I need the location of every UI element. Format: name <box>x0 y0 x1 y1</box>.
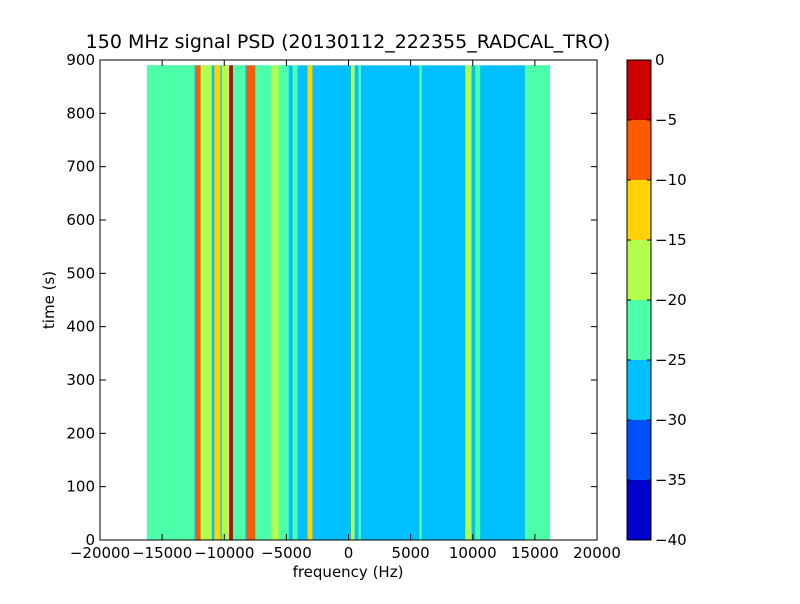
heatmap-band <box>292 65 298 540</box>
x-tick-label: −15000 <box>132 544 192 562</box>
x-tick-label: 5000 <box>392 544 430 562</box>
heatmap-band <box>475 65 481 540</box>
heatmap-band <box>232 65 246 540</box>
colorbar-tick-label: −35 <box>655 471 687 489</box>
colorbar-tick-label: −40 <box>655 531 687 549</box>
colorbar-tick-label: −20 <box>655 291 687 309</box>
x-tick-label: −5000 <box>261 544 312 562</box>
colorbar-tick-label: −15 <box>655 231 687 249</box>
heatmap-band <box>221 65 230 540</box>
x-tick-label: 10000 <box>449 544 497 562</box>
x-tick-label: −20000 <box>70 544 130 562</box>
heatmap-band <box>174 65 195 540</box>
heatmap-band <box>271 65 279 540</box>
heatmap-band <box>350 65 355 540</box>
heatmap-band <box>147 65 175 540</box>
heatmap-band <box>214 65 221 540</box>
chart-title: 150 MHz signal PSD (20130112_222355_RADC… <box>86 31 611 53</box>
heatmap-band <box>200 65 212 540</box>
heatmap-band <box>524 65 550 540</box>
y-tick-label: 700 <box>66 158 95 176</box>
x-tick-label: −10000 <box>194 544 254 562</box>
colorbar-segment <box>627 480 651 540</box>
heatmap-band <box>307 65 313 540</box>
heatmap-band <box>278 65 289 540</box>
y-tick-label: 0 <box>85 531 95 549</box>
heatmap-band <box>358 65 361 540</box>
colorbar-tick-label: −5 <box>655 111 677 129</box>
y-tick-label: 900 <box>66 51 95 69</box>
heatmap-band <box>419 65 422 540</box>
y-tick-label: 100 <box>66 478 95 496</box>
x-axis: −20000 −15000 −10000 −5000 0 5000 10000 15000 20… <box>70 60 621 562</box>
colorbar-segment <box>627 120 651 180</box>
colorbar-tick-label: −25 <box>655 351 687 369</box>
x-tick-label: 20000 <box>573 544 621 562</box>
y-tick-label: 600 <box>66 211 95 229</box>
colorbar-segment <box>627 420 651 480</box>
heatmap-band <box>195 65 201 540</box>
y-tick-label: 800 <box>66 104 95 122</box>
x-tick-label: 15000 <box>511 544 559 562</box>
y-tick-label: 200 <box>66 424 95 442</box>
colorbar: −40 −35 −30 −25 −20 −15 −10 −5 0 <box>626 51 687 549</box>
y-axis: 0 100 200 300 400 500 600 700 800 900 <box>66 51 597 549</box>
colorbar-segment <box>627 360 651 420</box>
x-tick-label: 0 <box>344 544 354 562</box>
heatmap-band <box>229 65 233 540</box>
x-axis-label: frequency (Hz) <box>293 563 404 581</box>
y-axis-label: time (s) <box>40 271 58 329</box>
colorbar-segment <box>627 180 651 240</box>
heatmap-band <box>246 65 256 540</box>
colorbar-segment <box>627 300 651 360</box>
colorbar-tick-label: −30 <box>655 411 687 429</box>
heatmap-band <box>465 65 472 540</box>
colorbar-segment <box>627 240 651 300</box>
y-tick-label: 400 <box>66 318 95 336</box>
heatmap-band <box>255 65 272 540</box>
y-tick-label: 500 <box>66 264 95 282</box>
colorbar-segment <box>627 60 651 120</box>
y-tick-label: 300 <box>66 371 95 389</box>
colorbar-tick-label: −10 <box>655 171 687 189</box>
colorbar-tick-label: 0 <box>655 51 665 69</box>
